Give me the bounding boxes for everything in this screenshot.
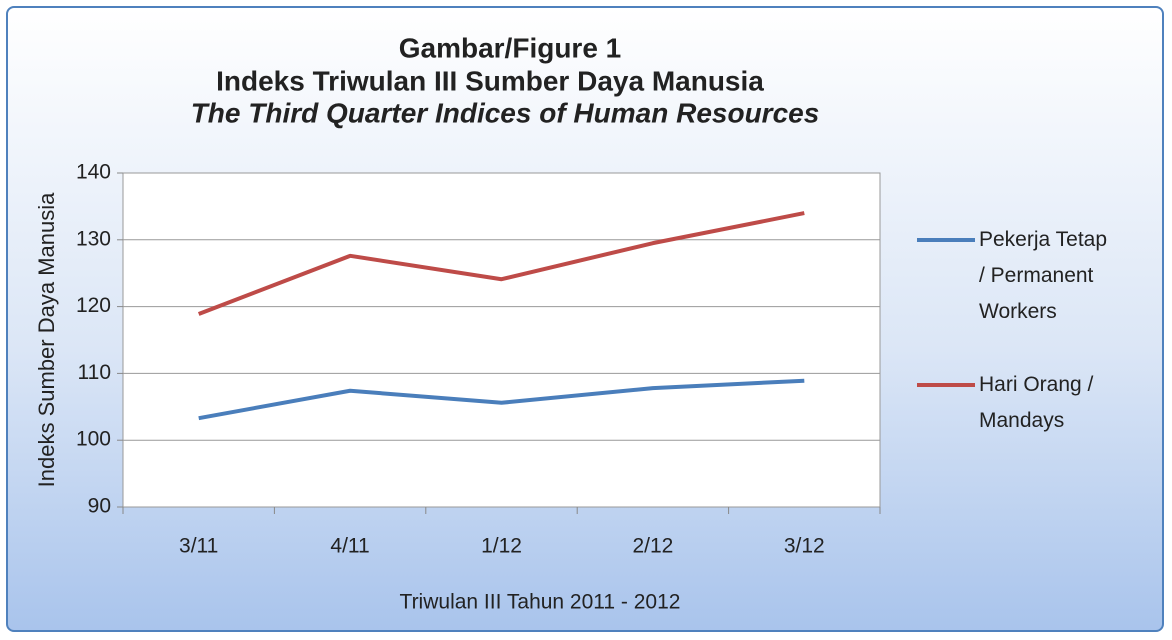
chart-title: Gambar/Figure 1 [399, 32, 622, 63]
legend-item: Pekerja Tetap / Permanent Workers [917, 222, 1112, 330]
legend-swatch [917, 383, 975, 387]
y-tick-label: 110 [78, 361, 111, 384]
legend-label: Hari Orang / Mandays [979, 373, 1094, 432]
legend-item: Hari Orang / Mandays [917, 367, 1112, 439]
y-tick-label: 90 [88, 495, 111, 518]
y-tick-label: 100 [76, 428, 111, 451]
plot-area [122, 172, 881, 508]
x-tick-label: 3/12 [784, 535, 825, 558]
y-tick-label: 120 [76, 294, 111, 317]
legend-label: Pekerja Tetap / Permanent Workers [979, 228, 1108, 323]
data-line [198, 378, 805, 421]
x-tick-label: 2/12 [632, 535, 673, 558]
y-tick-label: 140 [76, 161, 111, 184]
x-tick-label: 1/12 [481, 535, 522, 558]
chart-title: Indeks Triwulan III Sumber Daya Manusia [216, 65, 764, 96]
data-line [197, 211, 805, 316]
x-tick-label: 3/11 [179, 535, 218, 558]
x-tick-label: 4/11 [330, 535, 369, 558]
x-axis-label: Triwulan III Tahun 2011 - 2012 [400, 591, 681, 614]
y-axis-label: Indeks Sumber Daya Manusia [34, 192, 59, 487]
chart-title: The Third Quarter Indices of Human Resou… [191, 97, 820, 128]
legend-swatch [917, 238, 975, 242]
y-tick-label: 130 [76, 227, 111, 250]
